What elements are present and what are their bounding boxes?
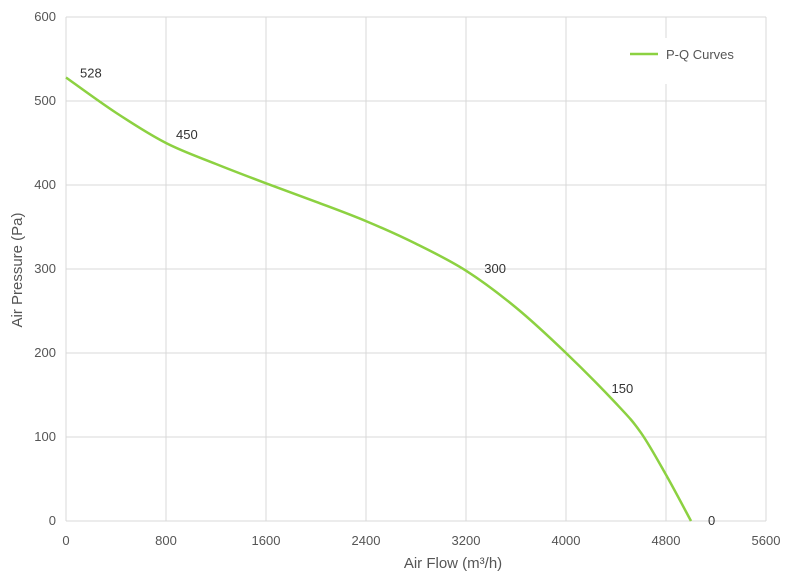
data-label: 300	[484, 261, 506, 276]
y-tick-label: 500	[34, 93, 56, 108]
y-axis-title: Air Pressure (Pa)	[9, 212, 26, 327]
x-axis-title: Air Flow (m³/h)	[404, 555, 502, 572]
x-tick-label: 1600	[252, 533, 281, 548]
x-tick-label: 0	[62, 533, 69, 548]
data-label: 450	[176, 127, 198, 142]
x-tick-label: 3200	[452, 533, 481, 548]
legend-label: P-Q Curves	[666, 47, 734, 62]
x-tick-label: 2400	[352, 533, 381, 548]
data-labels: 528 450 300 150 0	[80, 65, 715, 528]
y-tick-labels: 0 100 200 300 400 500 600	[34, 9, 56, 528]
y-tick-label: 600	[34, 9, 56, 24]
x-tick-label: 800	[155, 533, 177, 548]
y-tick-label: 400	[34, 177, 56, 192]
data-label: 0	[708, 513, 715, 528]
series-layer	[65, 76, 693, 522]
x-tick-label: 4000	[552, 533, 581, 548]
y-tick-label: 100	[34, 429, 56, 444]
y-tick-label: 0	[49, 513, 56, 528]
x-tick-label: 5600	[752, 533, 781, 548]
data-label: 150	[612, 381, 634, 396]
legend-bg	[610, 38, 760, 84]
y-tick-label: 200	[34, 345, 56, 360]
y-tick-label: 300	[34, 261, 56, 276]
grid	[65, 16, 767, 522]
x-tick-label: 4800	[652, 533, 681, 548]
legend: P-Q Curves	[610, 38, 760, 84]
pq-curve-line	[65, 76, 693, 522]
data-label: 528	[80, 65, 102, 80]
x-tick-labels: 0 800 1600 2400 3200 4000 4800 5600	[62, 533, 780, 548]
